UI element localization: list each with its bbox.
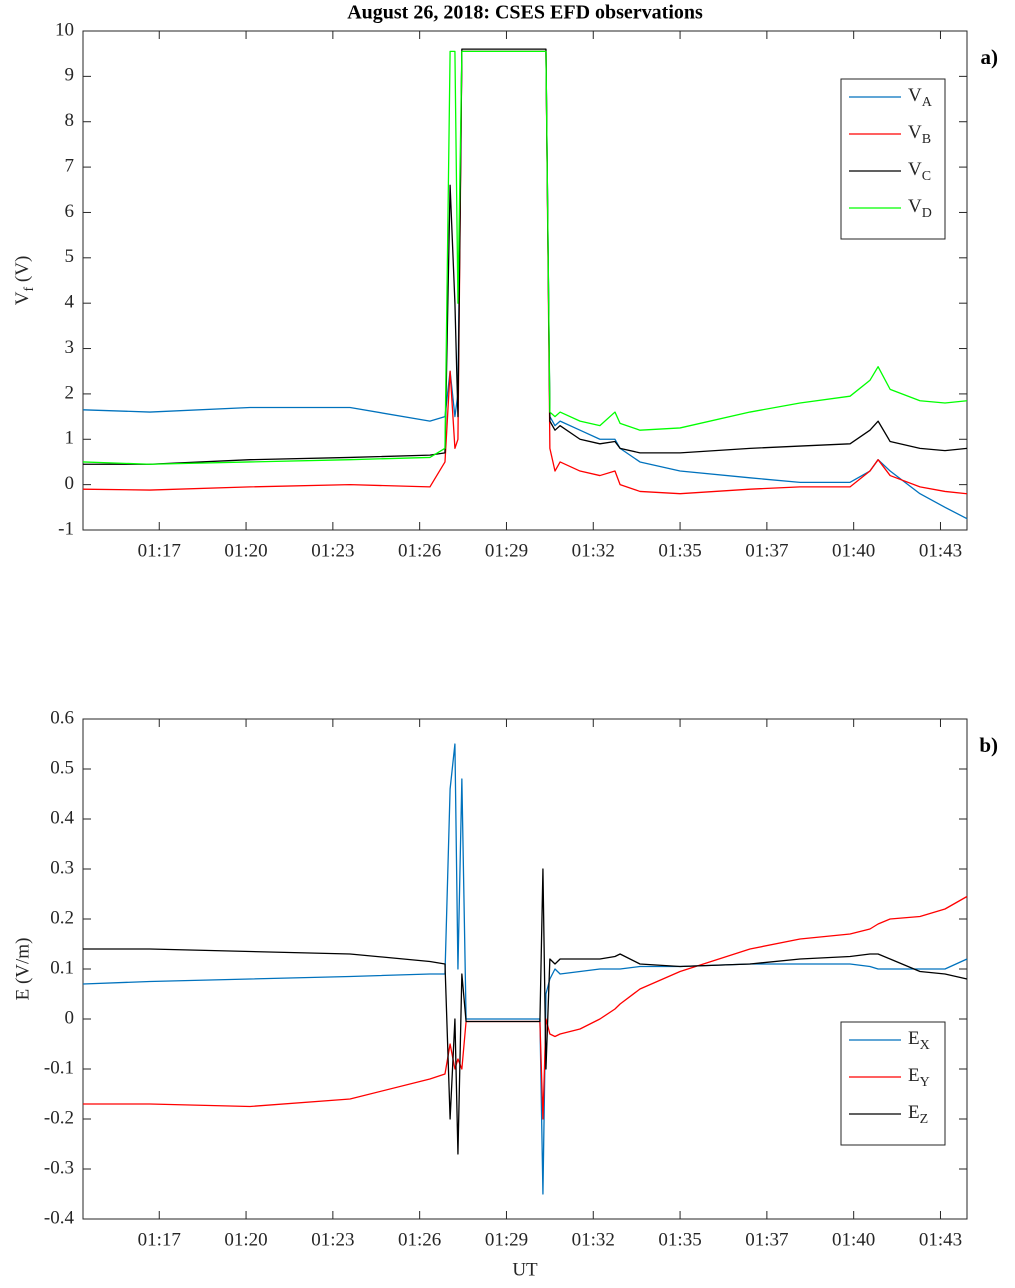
y-tick-label: 9 (65, 65, 75, 86)
y-tick-label: 1 (65, 428, 75, 449)
y-tick-label: 0.4 (50, 807, 74, 828)
legend-label: VA (908, 85, 933, 110)
series-line (82, 743, 968, 1195)
y-tick-label: -0.4 (44, 1207, 75, 1228)
x-tick-label: 01:37 (745, 540, 788, 561)
legend-box (840, 1021, 946, 1146)
legend-label: EX (908, 1028, 930, 1053)
legend-label: EZ (908, 1102, 928, 1127)
x-tick-label: 01:20 (224, 1229, 267, 1250)
y-tick-label: -0.3 (44, 1157, 74, 1178)
y-tick-label: 0.1 (50, 957, 74, 978)
y-tick-label: -0.1 (44, 1057, 74, 1078)
y-tick-label: 0.3 (50, 857, 74, 878)
x-tick-label: 01:40 (832, 1229, 875, 1250)
x-tick-label: 01:23 (311, 1229, 354, 1250)
y-tick-label: 0 (65, 473, 75, 494)
legend-label: VC (908, 159, 931, 184)
x-tick-label: 01:23 (311, 540, 354, 561)
series-line (83, 895, 968, 1120)
x-tick-label: 01:43 (919, 1229, 962, 1250)
x-tick-label: 01:26 (398, 1229, 441, 1250)
x-tick-label: 01:29 (485, 540, 528, 561)
y-tick-label: -0.2 (44, 1107, 74, 1128)
plot-frame (82, 718, 968, 1220)
series-line (83, 48, 968, 465)
x-tick-label: 01:20 (224, 540, 267, 561)
y-tick-label: 4 (65, 292, 75, 313)
y-tick-label: 0 (65, 1007, 75, 1028)
y-tick-label: 0.5 (50, 757, 74, 778)
x-tick-label: 01:35 (658, 1229, 701, 1250)
series-line (82, 50, 968, 520)
x-tick-label: 01:32 (572, 1229, 615, 1250)
chart-title: August 26, 2018: CSES EFD observations (347, 2, 703, 24)
series-line (82, 50, 968, 465)
panel-label: b) (979, 733, 998, 757)
series-line (83, 868, 968, 1155)
x-tick-label: 01:17 (138, 540, 181, 561)
legend-label: VD (908, 196, 932, 221)
y-tick-label: 6 (65, 201, 75, 222)
x-tick-label: 01:35 (658, 540, 701, 561)
x-tick-label: 01:32 (572, 540, 615, 561)
y-tick-label: 5 (65, 246, 75, 267)
x-tick-label: 01:17 (138, 1229, 181, 1250)
y-axis-label: E (V/m) (12, 938, 33, 1001)
x-tick-label: 01:37 (745, 1229, 788, 1250)
series-line (82, 50, 968, 495)
x-tick-label: 01:40 (832, 540, 875, 561)
y-tick-label: -1 (58, 518, 74, 539)
legend-box (840, 78, 946, 240)
panel-label: a) (981, 45, 999, 69)
y-tick-label: 3 (65, 337, 75, 358)
y-tick-label: 2 (65, 382, 75, 403)
x-axis-label: UT (512, 1259, 538, 1280)
y-axis-label: Vf (V) (12, 256, 37, 306)
y-tick-label: 10 (55, 19, 74, 40)
y-tick-label: 0.2 (50, 907, 74, 928)
y-tick-label: 7 (65, 155, 75, 176)
x-tick-label: 01:43 (919, 540, 962, 561)
legend-label: VB (908, 122, 931, 147)
x-tick-label: 01:29 (485, 1229, 528, 1250)
x-tick-label: 01:26 (398, 540, 441, 561)
legend-label: EY (908, 1065, 930, 1090)
plot-frame (82, 30, 968, 531)
y-tick-label: 0.6 (50, 707, 74, 728)
y-tick-label: 8 (65, 110, 75, 131)
